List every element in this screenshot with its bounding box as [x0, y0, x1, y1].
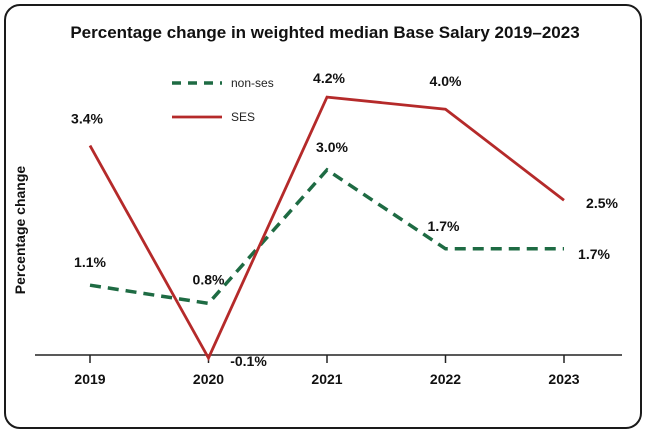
data-label-ses: 3.4%	[71, 111, 103, 127]
data-label-ses: 4.0%	[430, 73, 462, 89]
x-tick-label: 2020	[193, 371, 224, 387]
legend-label-non-ses: non-ses	[231, 76, 274, 90]
x-tick-label: 2022	[430, 371, 461, 387]
series-line-ses	[88, 95, 565, 362]
data-label-non-ses: 0.8%	[193, 271, 225, 287]
chart-title: Percentage change in weighted median Bas…	[70, 23, 579, 42]
data-label-non-ses: 1.1%	[74, 254, 106, 270]
x-tick-label: 2019	[74, 371, 105, 387]
x-tick-label: 2021	[311, 371, 342, 387]
chart-frame	[4, 4, 642, 429]
legend-label-ses: SES	[231, 110, 255, 124]
x-tick-label: 2023	[548, 371, 579, 387]
series-line-non-ses	[89, 167, 564, 306]
y-axis-label: Percentage change	[12, 166, 28, 295]
data-label-non-ses: 3.0%	[316, 139, 348, 155]
data-label-non-ses: 1.7%	[428, 218, 460, 234]
data-label-ses: 2.5%	[586, 195, 618, 211]
data-label-ses: 4.2%	[313, 70, 345, 86]
data-label-ses: -0.1%	[230, 353, 267, 369]
data-label-non-ses: 1.7%	[578, 246, 610, 262]
